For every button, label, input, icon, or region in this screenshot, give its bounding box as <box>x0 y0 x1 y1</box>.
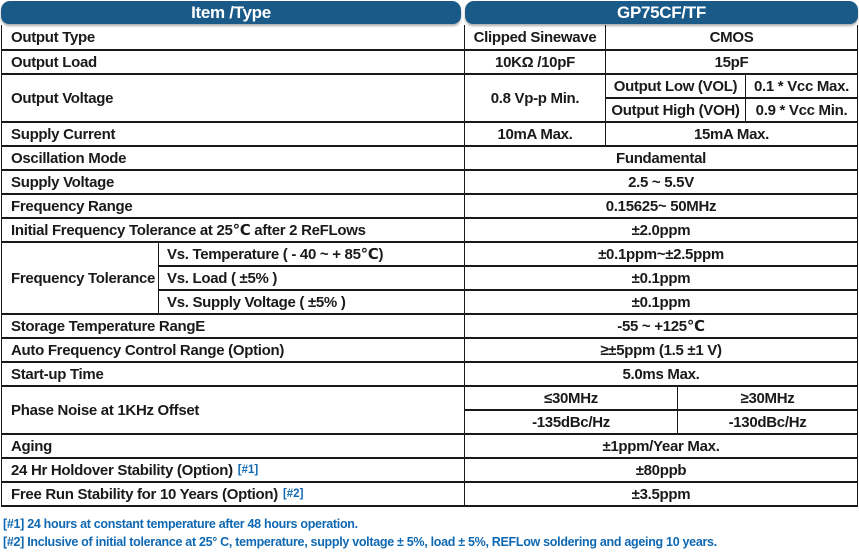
sub-row-label: Vs. Load ( ±5% ) <box>167 269 278 287</box>
cell-value: ±2.0ppm <box>464 219 857 241</box>
row-label-text: Free Run Stability for 10 Years (Option) <box>11 485 278 503</box>
table-row-initial-tolerance: Initial Frequency Tolerance at 25℃ after… <box>2 217 857 241</box>
table-row-aging: Aging ±1ppm/Year Max. <box>2 433 857 457</box>
spec-table: Output Type Clipped Sinewave CMOS Output… <box>1 25 858 507</box>
row-label: Aging <box>11 437 52 455</box>
row-label: Free Run Stability for 10 Years (Option)… <box>2 483 464 505</box>
sub-row-value: ±0.1ppm~±2.5ppm <box>464 243 857 265</box>
table-row-output-type: Output Type Clipped Sinewave CMOS <box>2 25 857 49</box>
table-row-supply-current: Supply Current 10mA Max. 15mA Max. <box>2 121 857 145</box>
table-row-frequency-range: Frequency Range 0.15625~ 50MHz <box>2 193 857 217</box>
header-model: GP75CF/TF <box>465 1 858 24</box>
group-label: Frequency Tolerance <box>11 269 156 287</box>
row-label: 24 Hr Holdover Stability (Option) [#1] <box>2 459 464 481</box>
table-row-phase-noise: Phase Noise at 1KHz Offset ≤30MHz ≥30MHz… <box>2 385 857 433</box>
voh-label: Output High (VOH) <box>611 101 740 119</box>
cell-value: ±3.5ppm <box>464 483 857 505</box>
vol-value: 0.1 * Vcc Max. <box>745 75 857 97</box>
phase-noise-high-value: -130dBc/Hz <box>677 411 857 433</box>
cell-value: ≥±5ppm (1.5 ±1 V) <box>464 339 857 361</box>
row-label: Output Load <box>11 53 97 71</box>
footnote-ref-1: [#1] <box>237 464 259 476</box>
phase-noise-low-value: -135dBc/Hz <box>532 413 610 431</box>
cell-value: Fundamental <box>464 147 857 169</box>
row-label: Phase Noise at 1KHz Offset <box>11 401 200 419</box>
sub-row-vs-temperature: Vs. Temperature ( - 40 ~ + 85℃) ±0.1ppm~… <box>159 243 857 265</box>
table-row-output-voltage: Output Voltage 0.8 Vp-p Min. Output Low … <box>2 73 857 121</box>
cell-value: ±80ppb <box>464 459 857 481</box>
cell-tf-value: CMOS <box>605 25 857 49</box>
row-label: Output Voltage <box>11 89 114 107</box>
vol-row: Output Low (VOL) 0.1 * Vcc Max. <box>606 75 857 97</box>
sub-row-label: Vs. Temperature ( - 40 ~ + 85℃) <box>167 246 384 263</box>
table-row-holdover-stability: 24 Hr Holdover Stability (Option) [#1] ±… <box>2 457 857 481</box>
row-label: Output Type <box>11 28 95 46</box>
row-label: Supply Current <box>11 125 116 143</box>
table-row-startup-time: Start-up Time 5.0ms Max. <box>2 361 857 385</box>
phase-noise-sub-table: ≤30MHz ≥30MHz -135dBc/Hz -130dBc/Hz <box>464 387 857 433</box>
voh-value: 0.9 * Vcc Min. <box>745 99 857 121</box>
cell-value: 0.15625~ 50MHz <box>464 195 857 217</box>
row-label: Start-up Time <box>11 365 104 383</box>
table-row-supply-voltage: Supply Voltage 2.5 ~ 5.5V <box>2 169 857 193</box>
footnote-1: [#1] 24 hours at constant temperature af… <box>3 517 358 531</box>
cell-cf-value: 10mA Max. <box>464 123 605 145</box>
row-label: Auto Frequency Control Range (Option) <box>11 341 285 359</box>
output-voltage-sub-table: Output Low (VOL) 0.1 * Vcc Max. Output H… <box>605 75 857 121</box>
cell-value: 5.0ms Max. <box>464 363 857 385</box>
row-label: Oscillation Mode <box>11 149 127 167</box>
cell-tf-value: 15pF <box>605 51 857 73</box>
row-label: Initial Frequency Tolerance at 25℃ after… <box>11 222 366 239</box>
sub-row-value: ±0.1ppm <box>464 267 857 289</box>
row-label: Storage Temperature RangE <box>11 317 205 335</box>
phase-noise-value-row: -135dBc/Hz -130dBc/Hz <box>465 409 857 433</box>
table-row-output-load: Output Load 10KΩ /10pF 15pF <box>2 49 857 73</box>
row-label: Frequency Range <box>11 197 133 215</box>
phase-noise-low-header: ≤30MHz <box>544 389 598 407</box>
phase-noise-header-row: ≤30MHz ≥30MHz <box>465 387 857 409</box>
sub-row-vs-supply-voltage: Vs. Supply Voltage ( ±5% ) ±0.1ppm <box>159 289 857 313</box>
vol-label: Output Low (VOL) <box>613 77 738 95</box>
cell-value: ±1ppm/Year Max. <box>464 435 857 457</box>
table-row-free-run-stability: Free Run Stability for 10 Years (Option)… <box>2 481 857 505</box>
cell-tf-value: 15mA Max. <box>605 123 857 145</box>
row-label-text: 24 Hr Holdover Stability (Option) <box>11 461 233 479</box>
cell-value: -55 ~ +125℃ <box>464 315 857 337</box>
footnote-ref-2: [#2] <box>282 488 304 500</box>
table-row-afc-range: Auto Frequency Control Range (Option) ≥±… <box>2 337 857 361</box>
table-header: Item /Type GP75CF/TF <box>0 0 859 24</box>
table-row-storage-temperature: Storage Temperature RangE -55 ~ +125℃ <box>2 313 857 337</box>
voh-row: Output High (VOH) 0.9 * Vcc Min. <box>606 97 857 121</box>
cell-cf-value: Clipped Sinewave <box>464 25 605 49</box>
footnote-2: [#2] Inclusive of initial tolerance at 2… <box>3 535 717 549</box>
cell-cf-value: 10KΩ /10pF <box>464 51 605 73</box>
footnotes: [#1] 24 hours at constant temperature af… <box>3 515 859 551</box>
sub-row-value: ±0.1ppm <box>464 291 857 313</box>
cell-cf-value: 0.8 Vp-p Min. <box>464 75 605 121</box>
frequency-tolerance-sub-table: Vs. Temperature ( - 40 ~ + 85℃) ±0.1ppm~… <box>158 243 857 313</box>
table-row-oscillation-mode: Oscillation Mode Fundamental <box>2 145 857 169</box>
table-row-frequency-tolerance: Frequency Tolerance Vs. Temperature ( - … <box>2 241 857 313</box>
header-item-type: Item /Type <box>1 1 461 24</box>
sub-row-vs-load: Vs. Load ( ±5% ) ±0.1ppm <box>159 265 857 289</box>
phase-noise-high-header: ≥30MHz <box>677 387 857 409</box>
cell-value: 2.5 ~ 5.5V <box>464 171 857 193</box>
row-label: Supply Voltage <box>11 173 115 191</box>
sub-row-label: Vs. Supply Voltage ( ±5% ) <box>167 293 346 311</box>
